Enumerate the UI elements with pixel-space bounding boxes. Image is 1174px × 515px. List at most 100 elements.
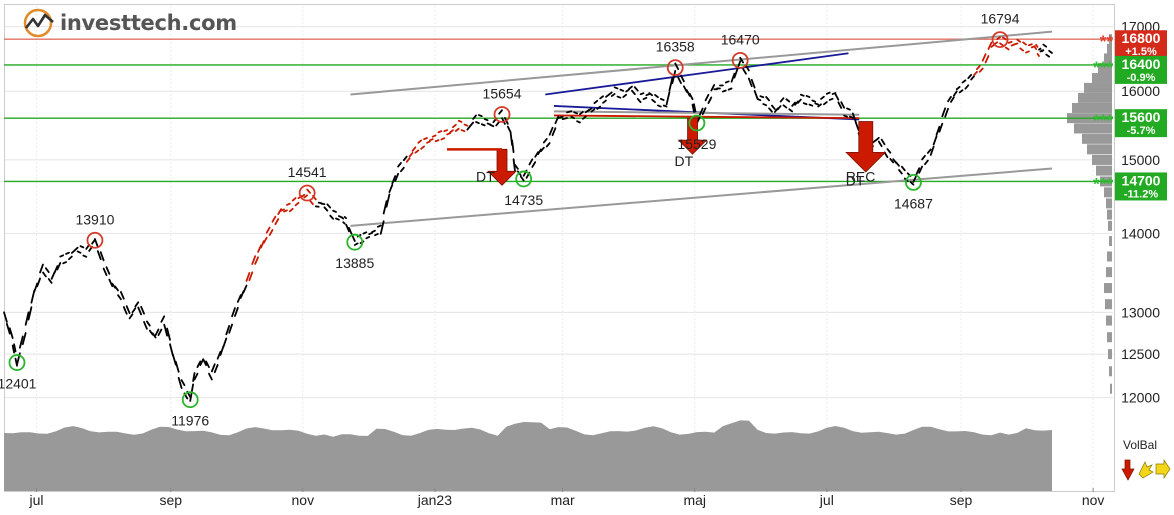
price-segment [941,107,947,118]
price-segment [91,238,96,245]
price-segment [140,305,145,315]
price-segment [30,289,36,304]
level-badge-change: -5.7% [1127,125,1156,137]
trend-line-red [553,114,860,120]
price-segment [62,261,67,265]
price-segment [332,209,337,213]
price-segment [561,117,568,120]
price-segment [745,64,750,72]
level-badge-value: 15600 [1122,109,1161,125]
price-segment [114,285,119,292]
price-segment [590,108,596,113]
price-segment [685,89,691,97]
price-segment [967,73,973,80]
price-segment [11,344,16,354]
price-segment [984,55,990,64]
price-segment [915,167,921,176]
price-segment [423,137,428,141]
price-segment [691,103,695,113]
price-segment [519,175,525,182]
level-badge-change: -0.9% [1127,72,1156,84]
price-segment [581,115,587,120]
price-segment [918,165,923,174]
price-segment [196,360,202,368]
volume-profile-bar [1108,220,1112,231]
extreme-label: 14735 [504,192,543,208]
price-segment [996,36,1001,41]
price-segment [388,183,394,193]
volume-balance-label: VolBal [1123,438,1158,452]
signal-label-dt: DT [675,153,694,169]
price-segment [1042,43,1048,48]
price-segment [999,42,1004,47]
price-segment [280,208,285,212]
price-segment [768,107,773,113]
price-segment [776,105,782,111]
price-segment [105,266,111,275]
price-segment [117,294,122,301]
price-segment [851,112,857,123]
price-segment [912,174,918,183]
price-segment [160,315,166,323]
price-segment [231,307,236,318]
price-segment [288,207,294,213]
price-segment [814,102,820,106]
price-segment [1013,42,1019,46]
price-segment [236,294,242,303]
price-segment [192,372,196,382]
price-segment [371,229,376,233]
price-segment [1048,49,1053,54]
price-segment [294,201,300,207]
price-segment [765,96,770,102]
price-segment [478,114,483,118]
price-segment [157,328,163,337]
price-segment [1035,43,1039,48]
volume-profile-bar [1074,123,1112,134]
price-segment [1028,43,1033,47]
price-segment [817,103,822,108]
extreme-marker-low [8,354,26,371]
x-tick-label: jul [28,492,43,508]
x-axis: jul sep nov jan23 mar maj jul sep nov [28,488,1104,508]
level-badge-value: 14700 [1122,172,1161,188]
plot-frame [4,4,1115,492]
price-segment [426,140,431,144]
price-segment [794,100,799,106]
price-segment [648,92,654,97]
price-segment [262,236,268,244]
arrow-down-red-icon [1121,459,1135,481]
price-segment [154,328,160,337]
price-segment [710,84,716,92]
y-tick-label: 12000 [1121,390,1160,406]
extreme-marker-high [86,231,104,249]
price-segment [251,255,257,265]
price-segment [825,91,831,95]
brand-name: investtech.com [60,11,237,35]
price-segment [978,67,984,73]
price-segment [342,221,346,225]
price-segment [739,56,744,64]
price-segment [189,391,193,402]
price-segment [125,305,131,314]
brand-logo[interactable]: investtech.com [22,6,237,40]
volume-profile-bar [1107,332,1112,343]
price-segment [174,360,180,373]
trend-line-gray [553,110,860,116]
price-segment [1019,47,1025,52]
price-segment [400,166,405,173]
price-segment [437,130,443,134]
price-segment [291,197,297,202]
price-segment [628,85,633,90]
price-segment [742,68,747,75]
y-tick-label: 16000 [1121,83,1160,99]
price-segment [645,93,651,97]
price-segment [268,229,274,236]
price-segment [376,224,382,228]
price-segment [721,89,727,93]
price-segment [958,89,964,94]
price-segment [840,101,846,109]
extreme-label: 16470 [721,31,760,47]
price-segment [56,262,62,271]
price-segment [483,118,489,122]
